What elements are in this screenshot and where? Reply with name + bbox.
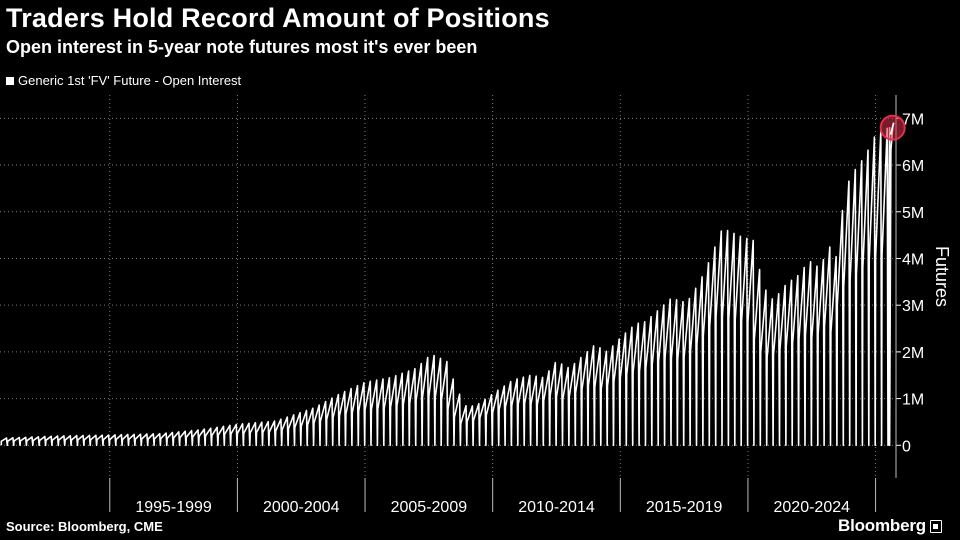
series-sawtooth bbox=[0, 126, 894, 447]
series-line-open-interest bbox=[0, 126, 894, 447]
source-note: Source: Bloomberg, CME bbox=[6, 519, 163, 534]
chart-title: Traders Hold Record Amount of Positions bbox=[6, 3, 550, 33]
y-tick-label: 4M bbox=[902, 251, 924, 268]
y-tick-label: 3M bbox=[902, 298, 924, 315]
y-tick-label: 0 bbox=[902, 438, 911, 455]
x-tick-label: 2005-2009 bbox=[391, 499, 468, 516]
y-tick-label: 2M bbox=[902, 345, 924, 362]
record-highlight-mark bbox=[889, 122, 895, 135]
bloomberg-icon bbox=[929, 519, 942, 533]
legend-label: Generic 1st 'FV' Future - Open Interest bbox=[18, 73, 242, 88]
legend: Generic 1st 'FV' Future - Open Interest bbox=[6, 73, 241, 88]
y-tick-label: 1M bbox=[902, 392, 924, 409]
y-tick-label: 5M bbox=[902, 205, 924, 222]
brand-name: Bloomberg bbox=[838, 516, 926, 535]
annotations bbox=[879, 114, 906, 141]
y-axis-title: Futures bbox=[932, 246, 952, 307]
legend-swatch bbox=[6, 76, 14, 85]
brand-logo: Bloomberg bbox=[838, 516, 942, 536]
x-tick-label: 1995-1999 bbox=[135, 499, 212, 516]
x-tick-label: 2010-2014 bbox=[518, 499, 595, 516]
y-tick-label: 6M bbox=[902, 158, 924, 175]
y-tick-label: 7M bbox=[902, 111, 924, 128]
x-tick-label: 2020-2024 bbox=[774, 499, 851, 516]
x-tick-label: 2000-2004 bbox=[263, 499, 340, 516]
chart-subtitle: Open interest in 5-year note futures mos… bbox=[6, 37, 478, 57]
axes bbox=[109, 95, 901, 512]
tick-labels: 0 1M 2M 3M 4M 5M 6M 7M 1995-1999 2000-2004 2005-20… bbox=[135, 111, 952, 516]
x-tick-label: 2015-2019 bbox=[646, 499, 723, 516]
